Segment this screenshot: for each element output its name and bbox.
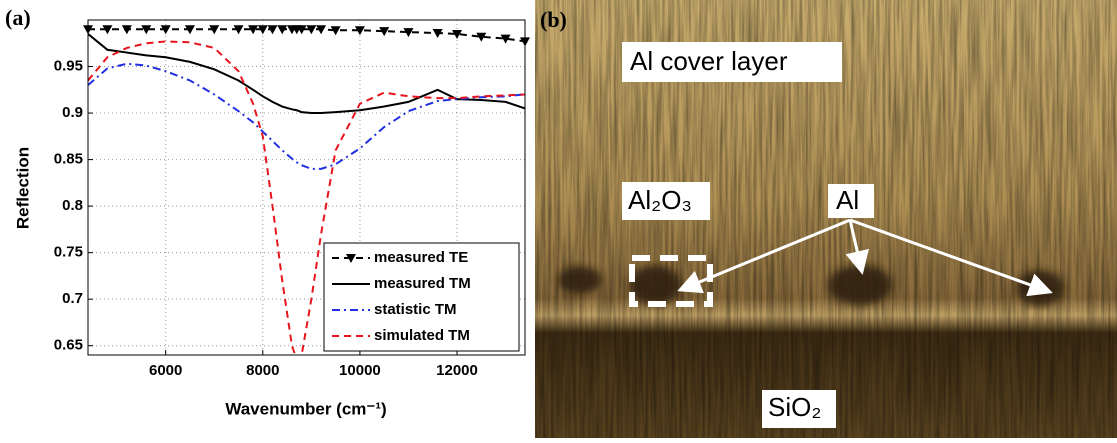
annotation: Al [836,185,859,215]
label-bg [622,42,842,82]
legend-box [323,242,520,352]
annotation: Al cover layer [630,46,788,76]
panel-label: (b) [540,7,567,32]
x-tick-label: 6000 [149,362,182,379]
y-tick-label: 0.7 [62,290,83,307]
legend-label: measured TE [374,249,468,266]
label-bg [762,390,836,428]
label-bg [622,182,710,220]
x-axis-label: Wavenumber (cm⁻¹) [225,399,386,418]
series-marker [257,25,268,35]
series-marker [160,25,171,35]
y-tick-label: 0.85 [54,151,83,168]
plot-frame [87,19,526,356]
annotation: Al₂O₃ [628,185,692,215]
series-line [88,62,525,170]
series-marker [316,25,327,35]
series-line [88,40,525,355]
y-tick-label: 0.9 [62,104,83,121]
series-marker [102,25,113,35]
series-marker [209,25,220,35]
highlight-box [629,255,713,307]
y-tick-label: 0.8 [62,197,83,214]
y-tick-label: 0.95 [54,57,83,74]
series-marker [306,25,317,35]
series-marker [432,29,443,39]
series-marker [248,25,259,35]
image-panel: (b) Al cover layer Al₂O₃ Al SiO₂ [535,0,1117,438]
series-marker [296,25,307,35]
x-tick-label: 8000 [246,362,279,379]
series-marker [267,25,278,35]
series-marker [141,25,152,35]
legend-marker [346,254,356,263]
series-marker [403,28,414,38]
series-marker [121,25,132,35]
series-marker [233,25,244,35]
series-marker [476,32,487,42]
y-tick-label: 0.65 [54,337,83,354]
y-axis-label: Reflection [13,147,32,229]
series-line [88,33,525,115]
legend-label: simulated TM [374,327,470,344]
y-tick-label: 0.75 [54,244,83,261]
series-marker [277,25,288,35]
series-marker [184,25,195,35]
series-marker [379,27,390,37]
legend: measured TE measured TM statistic TM simula… [323,242,520,352]
panel-label: (a) [5,5,31,30]
x-tick-label: 12000 [436,362,478,379]
label-bg [828,184,874,218]
series-marker [330,26,341,36]
x-tick-label: 10000 [339,362,381,379]
series-marker [452,29,463,39]
series-marker [354,26,365,36]
legend-label: statistic TM [374,301,457,318]
series-marker [500,34,511,44]
legend-label: measured TM [374,275,471,292]
annotation: SiO₂ [768,392,821,422]
